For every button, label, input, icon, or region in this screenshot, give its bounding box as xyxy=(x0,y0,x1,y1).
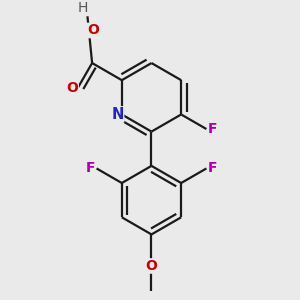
Text: F: F xyxy=(85,161,95,176)
Text: F: F xyxy=(208,122,218,136)
Text: O: O xyxy=(66,81,78,95)
Text: H: H xyxy=(78,2,88,16)
Text: O: O xyxy=(87,23,99,38)
Text: N: N xyxy=(111,107,124,122)
Text: F: F xyxy=(208,161,218,176)
Text: O: O xyxy=(146,259,158,273)
